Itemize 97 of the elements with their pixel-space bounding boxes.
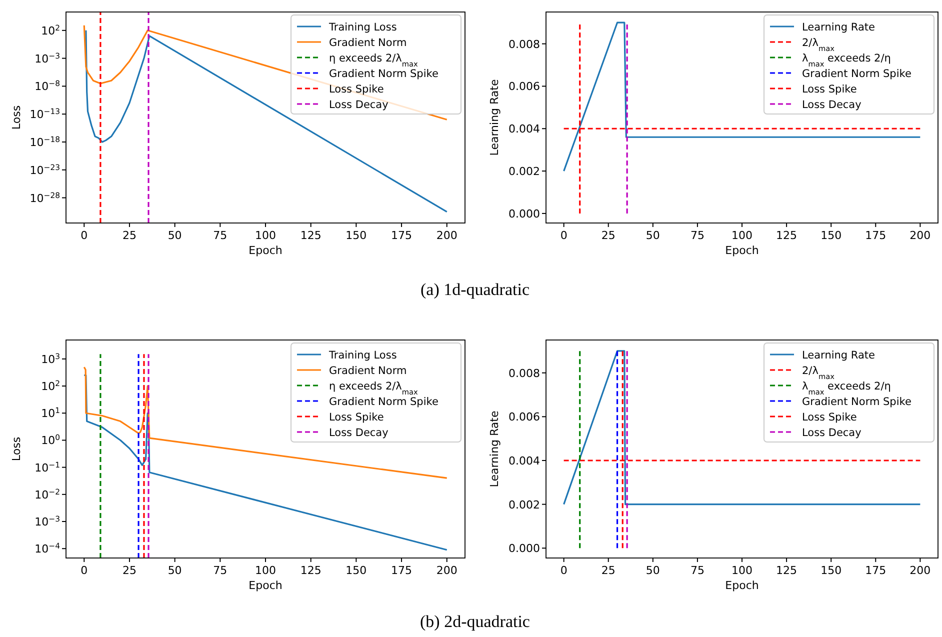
- x-tick-label: 100: [255, 229, 276, 242]
- y-axis-title: Learning Rate: [488, 410, 501, 488]
- x-tick-label: 50: [168, 564, 182, 577]
- legend-label: Loss Spike: [329, 412, 384, 424]
- x-tick-label: 200: [910, 564, 931, 577]
- x-tick-label: 75: [213, 229, 228, 242]
- y-tick-label: 0.006: [508, 410, 540, 424]
- x-tick-label: 175: [865, 229, 886, 242]
- legend-label: Gradient Norm Spike: [802, 396, 912, 408]
- legend-label: Training Loss: [328, 350, 397, 362]
- y-tick-label: 0.006: [508, 80, 540, 94]
- y-tick-label: 10$^{2}$: [41, 378, 60, 394]
- x-tick-label: 0: [560, 564, 568, 577]
- line-series: [83, 374, 448, 551]
- x-tick-label: 50: [646, 229, 660, 242]
- x-tick-label: 100: [255, 564, 276, 577]
- y-tick-label: 10$^{0}$: [41, 432, 60, 448]
- x-tick-label: 75: [690, 229, 704, 242]
- x-tick-label: 0: [560, 229, 568, 242]
- legend-label: Loss Decay: [329, 427, 388, 439]
- x-tick-label: 150: [820, 229, 842, 242]
- x-tick-label: 0: [80, 229, 88, 242]
- y-tick-label: 10$^{2}$: [41, 22, 60, 38]
- y-axis-title: Loss: [10, 436, 23, 462]
- y-tick-label: 0.000: [508, 542, 540, 556]
- y-tick-label: 0.000: [508, 207, 540, 220]
- y-tick-label: 10$^{−4}$: [34, 541, 60, 556]
- legend-label: λ$_{max}$ exceeds 2/η: [802, 52, 891, 68]
- x-tick-label: 200: [910, 229, 931, 242]
- x-tick-label: 150: [346, 229, 367, 242]
- x-tick-label: 75: [213, 564, 228, 577]
- x-tick-label: 200: [436, 229, 458, 242]
- y-tick-label: 0.008: [508, 38, 540, 51]
- legend-label: Loss Spike: [802, 84, 857, 96]
- x-tick-label: 125: [300, 229, 322, 242]
- legend-label: Loss Decay: [329, 99, 388, 111]
- legend-label: Learning Rate: [802, 350, 875, 362]
- x-tick-label: 25: [122, 564, 136, 577]
- legend-label: Gradient Norm Spike: [802, 68, 912, 80]
- x-axis-title: Epoch: [248, 244, 282, 257]
- x-tick-label: 50: [168, 229, 182, 242]
- legend-label: 2/λ$_{max}$: [802, 37, 836, 52]
- y-tick-label: 10$^{−23}$: [30, 162, 60, 177]
- x-tick-label: 150: [820, 564, 842, 577]
- x-tick-label: 100: [732, 229, 752, 242]
- x-axis-title: Epoch: [725, 579, 759, 592]
- y-axis-title: Loss: [10, 105, 23, 130]
- legend-label: λ$_{max}$ exceeds 2/η: [802, 380, 891, 396]
- legend-label: Loss Decay: [802, 427, 862, 439]
- legend-label: Loss Spike: [329, 84, 384, 96]
- x-tick-label: 175: [391, 229, 412, 242]
- x-axis-title: Epoch: [725, 244, 759, 257]
- x-tick-label: 25: [601, 564, 616, 577]
- x-tick-label: 25: [601, 229, 616, 242]
- legend-label: η exceeds 2/λ$_{max}$: [329, 380, 419, 396]
- x-tick-label: 75: [690, 564, 704, 577]
- legend-label: Loss Spike: [802, 412, 857, 424]
- y-tick-label: 10$^{−2}$: [34, 486, 60, 502]
- y-tick-label: 10$^{−18}$: [30, 134, 60, 149]
- legend-label: Learning Rate: [802, 22, 875, 34]
- y-tick-label: 0.008: [508, 366, 540, 380]
- x-tick-label: 175: [391, 564, 412, 577]
- legend-label: 2/λ$_{max}$: [802, 365, 836, 380]
- legend-label: Gradient Norm: [329, 365, 407, 377]
- legend-label: Gradient Norm: [329, 37, 407, 49]
- text: (a) 1d-quadratic: [420, 280, 530, 299]
- y-tick-label: 0.004: [508, 122, 540, 136]
- line-series: [83, 366, 448, 479]
- x-tick-label: 125: [776, 229, 798, 242]
- x-tick-label: 25: [122, 229, 136, 242]
- y-tick-label: 10$^{1}$: [41, 406, 60, 420]
- y-tick-label: 10$^{3}$: [41, 351, 60, 366]
- x-tick-label: 50: [646, 564, 660, 577]
- y-tick-label: 0.002: [508, 498, 540, 512]
- legend-label: Training Loss: [328, 22, 397, 34]
- y-tick-label: 0.002: [508, 165, 540, 178]
- x-tick-label: 175: [865, 564, 886, 577]
- x-axis-title: Epoch: [248, 579, 282, 592]
- y-tick-label: 10$^{−28}$: [30, 190, 60, 205]
- x-tick-label: 125: [776, 564, 798, 577]
- legend-label: Gradient Norm Spike: [329, 396, 438, 408]
- y-tick-label: 0.004: [508, 454, 540, 468]
- x-tick-label: 125: [300, 564, 322, 577]
- y-tick-label: 10$^{−1}$: [34, 460, 60, 474]
- y-axis-title: Learning Rate: [488, 79, 501, 156]
- text: (b) 2d-quadratic: [420, 612, 530, 631]
- legend-label: η exceeds 2/λ$_{max}$: [329, 52, 419, 68]
- legend-label: Gradient Norm Spike: [329, 68, 438, 80]
- x-tick-label: 200: [436, 564, 458, 577]
- x-tick-label: 150: [346, 564, 367, 577]
- y-tick-label: 10$^{−3}$: [34, 514, 60, 529]
- y-tick-label: 10$^{−13}$: [30, 106, 60, 122]
- x-tick-label: 0: [80, 564, 88, 577]
- x-tick-label: 100: [732, 564, 752, 577]
- y-tick-label: 10$^{−3}$: [34, 50, 60, 66]
- legend-label: Loss Decay: [802, 99, 862, 111]
- y-tick-label: 10$^{−8}$: [34, 78, 60, 94]
